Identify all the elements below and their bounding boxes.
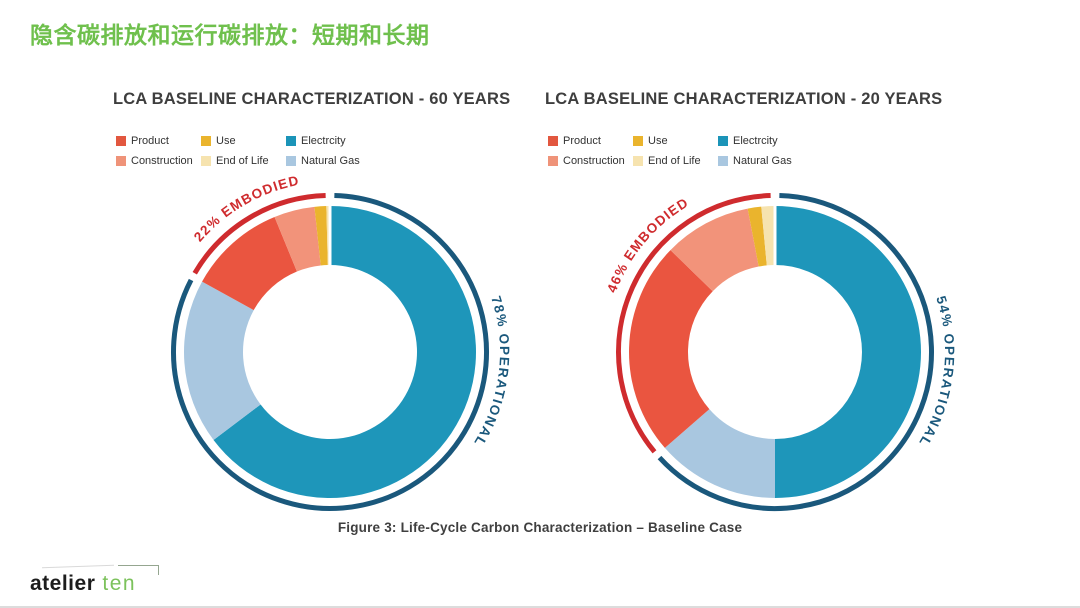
legend-swatch — [633, 136, 643, 146]
operational-label: 78% OPERATIONAL — [471, 294, 512, 450]
legend-20-years: Product Construction Use End of Life Electrc… — [548, 131, 800, 171]
legend-item-use: Use — [633, 131, 715, 151]
donut-segment-construction — [670, 208, 759, 292]
legend-label: Construction — [563, 155, 625, 167]
logo-ten: ten — [102, 572, 137, 595]
legend-swatch — [286, 156, 296, 166]
legend-60-years: Product Construction Use End of Life Electrc… — [116, 131, 368, 171]
legend-item-product: Product — [116, 131, 198, 151]
legend-swatch — [718, 136, 728, 146]
donut-segment-electrcity — [775, 206, 921, 498]
legend-label: Electrcity — [733, 135, 778, 147]
legend-swatch — [286, 136, 296, 146]
legend-label: Product — [563, 135, 601, 147]
operational-arc — [171, 193, 489, 511]
legend-swatch — [116, 136, 126, 146]
operational-arc — [657, 193, 934, 511]
legend-swatch — [718, 156, 728, 166]
chart-title-60-years: LCA BASELINE CHARACTERIZATION - 60 YEARS — [113, 90, 511, 108]
legend-label: Construction — [131, 155, 193, 167]
donut-segment-use — [314, 206, 328, 266]
legend-item-electrcity: Electrcity — [718, 131, 800, 151]
legend-label: End of Life — [648, 155, 701, 167]
legend-label: End of Life — [216, 155, 269, 167]
embodied-arc — [192, 193, 326, 275]
operational-label: 54% OPERATIONAL — [916, 294, 957, 450]
page-title: 隐含碳排放和运行碳排放：短期和长期 — [30, 22, 430, 48]
legend-swatch — [548, 136, 558, 146]
legend-swatch — [201, 136, 211, 146]
legend-item-natural-gas: Natural Gas — [286, 151, 368, 171]
donut-segment-natural-gas — [664, 409, 775, 498]
legend-swatch — [116, 156, 126, 166]
legend-item-end-of-life: End of Life — [633, 151, 715, 171]
logo-atelier: atelier — [30, 572, 96, 595]
logo-sketch-line — [42, 564, 114, 569]
donut-segment-construction — [274, 206, 321, 272]
donut-segment-end-of-life — [761, 206, 775, 266]
legend-item-construction: Construction — [116, 151, 198, 171]
legend-item-use: Use — [201, 131, 283, 151]
logo: atelier ten — [30, 572, 136, 596]
logo-bracket-icon — [118, 565, 159, 575]
legend-item-construction: Construction — [548, 151, 630, 171]
legend-label: Use — [648, 135, 668, 147]
bottom-divider — [0, 606, 1080, 608]
legend-item-end-of-life: End of Life — [201, 151, 283, 171]
legend-item-product: Product — [548, 131, 630, 151]
legend-item-electrcity: Electrcity — [286, 131, 368, 151]
legend-item-natural-gas: Natural Gas — [718, 151, 800, 171]
legend-swatch — [201, 156, 211, 166]
legend-label: Natural Gas — [733, 155, 792, 167]
legend-label: Electrcity — [301, 135, 346, 147]
legend-swatch — [633, 156, 643, 166]
legend-label: Product — [131, 135, 169, 147]
donut-segment-product — [202, 216, 297, 311]
donut-segment-electrcity — [213, 206, 476, 498]
chart-title-20-years: LCA BASELINE CHARACTERIZATION - 20 YEARS — [545, 90, 943, 108]
legend-label: Natural Gas — [301, 155, 360, 167]
embodied-arc — [616, 193, 771, 454]
donut-segment-use — [747, 206, 767, 267]
donut-segment-product — [629, 250, 713, 448]
donut-segment-natural-gas — [184, 281, 261, 441]
legend-label: Use — [216, 135, 236, 147]
figure-caption: Figure 3: Life-Cycle Carbon Characteriza… — [337, 520, 743, 535]
legend-swatch — [548, 156, 558, 166]
